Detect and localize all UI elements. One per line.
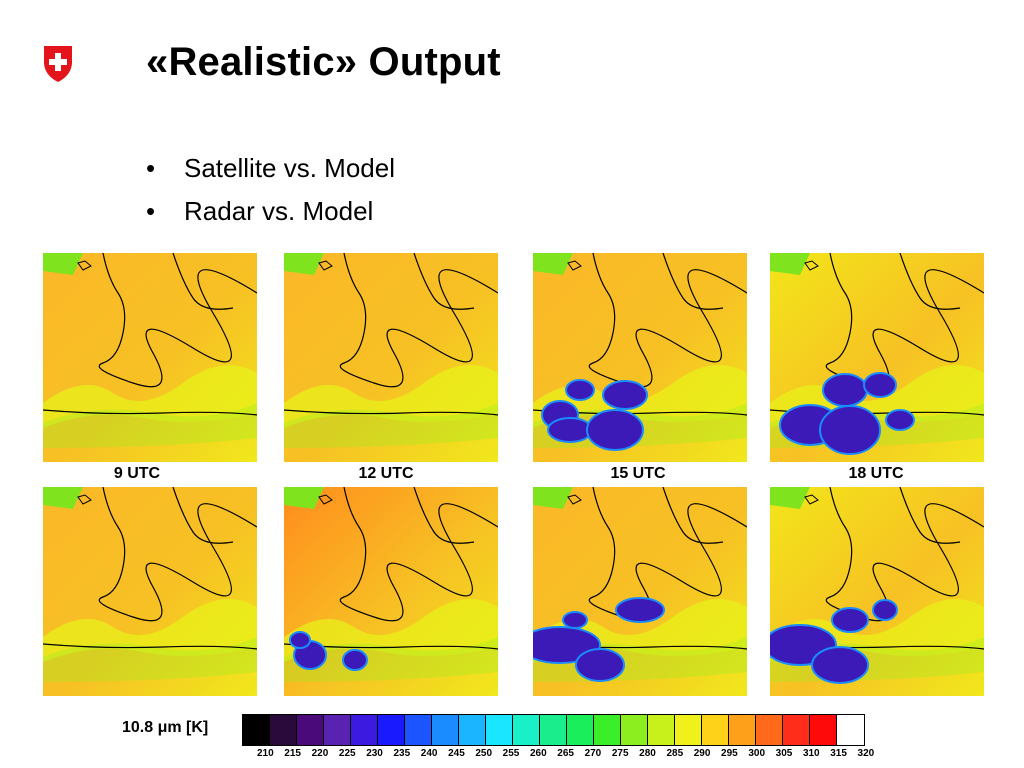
colorbar-tick-label: 245: [448, 748, 465, 759]
map-panel-satellite-1: [43, 253, 257, 462]
colorbar-tick-label: 225: [338, 748, 356, 759]
colorbar-tick-label: 240: [420, 748, 438, 759]
colorbar-tick-label: 230: [366, 748, 383, 759]
time-label-15utc: 15 UTC: [610, 465, 666, 482]
bullet-item: • Satellite vs. Model: [146, 153, 395, 183]
colorbar-tick-label: 285: [666, 748, 684, 759]
colorbar-swatch: [459, 715, 486, 745]
colorbar-swatch: [594, 715, 621, 745]
colorbar: [242, 714, 865, 746]
swiss-shield-icon: [44, 46, 72, 82]
colorbar-tick-label: 315: [830, 748, 847, 759]
colorbar-swatch: [324, 715, 351, 745]
colorbar-swatch: [837, 715, 864, 745]
colorbar-tick-label: 280: [639, 748, 656, 759]
map-panel-model-3: [533, 487, 747, 696]
colorbar-tick-label: 220: [311, 748, 329, 759]
colorbar-tick-label: 320: [857, 748, 875, 759]
colorbar-swatch: [675, 715, 702, 745]
map-panel-model-1: [43, 487, 257, 696]
time-label-12utc: 12 UTC: [358, 465, 414, 482]
colorbar-swatch: [297, 715, 324, 745]
colorbar-tick-label: 260: [529, 748, 547, 759]
colorbar-label: 10.8 μm [K]: [122, 719, 209, 736]
bullet-item: • Radar vs. Model: [146, 196, 374, 226]
colorbar-swatch: [567, 715, 594, 745]
colorbar-tick-label: 290: [693, 748, 711, 759]
time-label-18utc: 18 UTC: [848, 465, 904, 482]
map-panel-satellite-3: [533, 253, 747, 462]
colorbar-tick-label: 295: [721, 748, 738, 759]
colorbar-swatch: [702, 715, 729, 745]
colorbar-swatch: [351, 715, 378, 745]
slide-title: «Realistic» Output: [146, 40, 501, 84]
time-label-9utc: 9 UTC: [113, 465, 161, 482]
colorbar-swatch: [486, 715, 513, 745]
bullet-list: • Satellite vs. Model • Radar vs. Model: [146, 150, 395, 236]
colorbar-tick-label: 275: [611, 748, 629, 759]
colorbar-swatch: [432, 715, 459, 745]
colorbar-tick-label: 305: [775, 748, 793, 759]
colorbar-tick-label: 215: [284, 748, 301, 759]
colorbar-tick-label: 235: [393, 748, 411, 759]
colorbar-swatch: [648, 715, 675, 745]
colorbar-swatch: [513, 715, 540, 745]
map-panel-model-2: [284, 487, 498, 696]
map-panel-model-4: [770, 487, 984, 696]
colorbar-tick-label: 300: [748, 748, 766, 759]
colorbar-tick-label: 310: [802, 748, 820, 759]
map-panel-satellite-4: [770, 253, 984, 462]
colorbar-tick-label: 250: [475, 748, 493, 759]
colorbar-swatch: [540, 715, 567, 745]
colorbar-swatch: [810, 715, 837, 745]
colorbar-ticks: 210 215 220 225 230 235 240 245 250 255 260 265 270 2…: [257, 748, 885, 759]
colorbar-swatch: [729, 715, 756, 745]
colorbar-tick-label: 265: [557, 748, 574, 759]
colorbar-swatch: [405, 715, 432, 745]
map-panel-satellite-2: [284, 253, 498, 462]
colorbar-tick-label: 255: [502, 748, 520, 759]
colorbar-swatch: [621, 715, 648, 745]
colorbar-swatch: [756, 715, 783, 745]
colorbar-tick-label: 270: [584, 748, 602, 759]
colorbar-swatch: [783, 715, 810, 745]
colorbar-tick-label: 210: [257, 748, 274, 759]
colorbar-swatch: [243, 715, 270, 745]
colorbar-swatch: [270, 715, 297, 745]
colorbar-swatch: [378, 715, 405, 745]
